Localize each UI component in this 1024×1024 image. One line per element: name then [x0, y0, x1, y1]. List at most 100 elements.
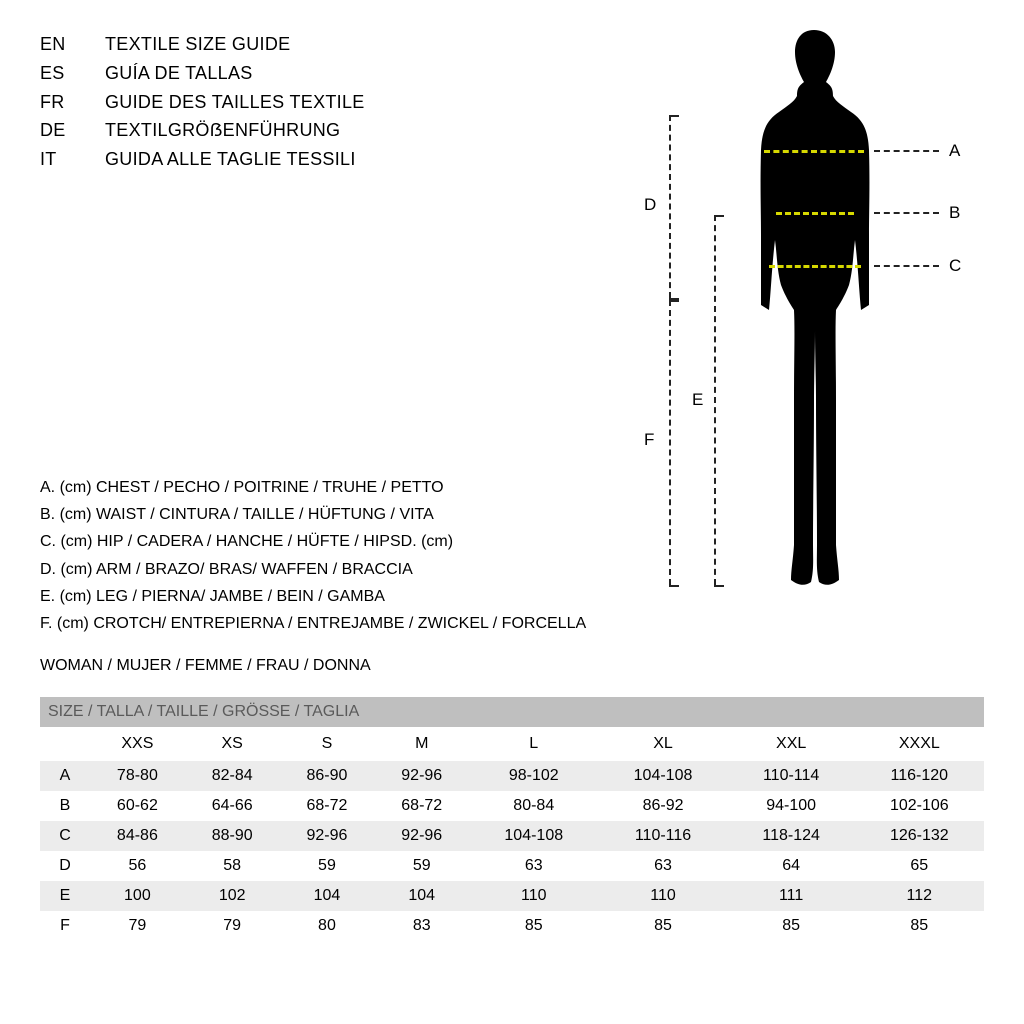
label-f: F [644, 430, 654, 450]
table-cell: 59 [280, 851, 375, 881]
table-cell: 110-116 [598, 821, 727, 851]
table-cell: 110-114 [728, 761, 855, 791]
col-head: L [469, 727, 598, 761]
label-c: C [949, 256, 961, 276]
table-cell: 63 [598, 851, 727, 881]
col-head: XS [185, 727, 280, 761]
table-cell: 85 [855, 911, 984, 941]
waist-line [776, 212, 854, 215]
f-tick-top [669, 300, 679, 302]
table-cell: 104 [280, 881, 375, 911]
table-cell: 92-96 [374, 761, 469, 791]
table-row: F7979808385858585 [40, 911, 984, 941]
table-cell: E [40, 881, 90, 911]
table-cell: 126-132 [855, 821, 984, 851]
e-tick-top [714, 215, 724, 217]
table-cell: 68-72 [374, 791, 469, 821]
f-bracket [669, 300, 671, 585]
category-label: WOMAN / MUJER / FEMME / FRAU / DONNA [40, 657, 984, 675]
table-cell: 56 [90, 851, 185, 881]
col-head: XXL [728, 727, 855, 761]
lang-code: DE [40, 116, 105, 145]
lang-code: IT [40, 145, 105, 174]
figure-diagram: A B C D E F [564, 30, 984, 600]
label-leader-b [874, 212, 939, 214]
table-head-row: XXS XS S M L XL XXL XXXL [40, 727, 984, 761]
table-cell: 78-80 [90, 761, 185, 791]
table-cell: 65 [855, 851, 984, 881]
table-cell: 111 [728, 881, 855, 911]
table-cell: 102-106 [855, 791, 984, 821]
table-cell: 118-124 [728, 821, 855, 851]
table-cell: 116-120 [855, 761, 984, 791]
table-cell: 100 [90, 881, 185, 911]
table-cell: 63 [469, 851, 598, 881]
table-row: A78-8082-8486-9092-9698-102104-108110-11… [40, 761, 984, 791]
d-tick-top [669, 115, 679, 117]
hip-line [769, 265, 861, 268]
table-cell: 68-72 [280, 791, 375, 821]
table-cell: 86-90 [280, 761, 375, 791]
col-head: XL [598, 727, 727, 761]
label-d: D [644, 195, 656, 215]
table-row: D5658595963636465 [40, 851, 984, 881]
table-cell: F [40, 911, 90, 941]
table-cell: 92-96 [374, 821, 469, 851]
table-cell: 85 [469, 911, 598, 941]
table-cell: 110 [598, 881, 727, 911]
table-cell: 60-62 [90, 791, 185, 821]
table-cell: B [40, 791, 90, 821]
table-cell: 64 [728, 851, 855, 881]
size-table: SIZE / TALLA / TAILLE / GRÖSSE / TAGLIA … [40, 697, 984, 941]
d-bracket [669, 115, 671, 298]
table-cell: 58 [185, 851, 280, 881]
table-cell: C [40, 821, 90, 851]
lang-code: ES [40, 59, 105, 88]
table-cell: 80-84 [469, 791, 598, 821]
table-cell: 92-96 [280, 821, 375, 851]
label-leader-a [874, 150, 939, 152]
table-cell: 83 [374, 911, 469, 941]
table-cell: 112 [855, 881, 984, 911]
table-cell: 104 [374, 881, 469, 911]
table-body: A78-8082-8486-9092-9698-102104-108110-11… [40, 761, 984, 941]
table-cell: 79 [90, 911, 185, 941]
table-cell: 102 [185, 881, 280, 911]
table-row: B60-6264-6668-7268-7280-8486-9294-100102… [40, 791, 984, 821]
table-cell: D [40, 851, 90, 881]
table-cell: 84-86 [90, 821, 185, 851]
table-cell: 88-90 [185, 821, 280, 851]
table-cell: 104-108 [598, 761, 727, 791]
table-cell: A [40, 761, 90, 791]
lang-code: EN [40, 30, 105, 59]
table-row: C84-8688-9092-9692-96104-108110-116118-1… [40, 821, 984, 851]
table-cell: 80 [280, 911, 375, 941]
table-row: E100102104104110110111112 [40, 881, 984, 911]
col-head: XXS [90, 727, 185, 761]
table-header-bar: SIZE / TALLA / TAILLE / GRÖSSE / TAGLIA [40, 697, 984, 727]
e-bracket [714, 215, 716, 585]
lang-code: FR [40, 88, 105, 117]
table-cell: 85 [598, 911, 727, 941]
table-cell: 86-92 [598, 791, 727, 821]
table-cell: 110 [469, 881, 598, 911]
table-cell: 85 [728, 911, 855, 941]
chest-line [764, 150, 864, 153]
label-leader-c [874, 265, 939, 267]
table-cell: 59 [374, 851, 469, 881]
table-cell: 94-100 [728, 791, 855, 821]
label-b: B [949, 203, 960, 223]
col-head: M [374, 727, 469, 761]
table-cell: 82-84 [185, 761, 280, 791]
col-head: S [280, 727, 375, 761]
table-cell: 64-66 [185, 791, 280, 821]
col-head [40, 727, 90, 761]
f-tick-bottom [669, 585, 679, 587]
measurement-legend-item: F. (cm) CROTCH/ ENTREPIERNA / ENTREJAMBE… [40, 610, 984, 637]
table-cell: 104-108 [469, 821, 598, 851]
col-head: XXXL [855, 727, 984, 761]
table-cell: 98-102 [469, 761, 598, 791]
body-silhouette-icon [739, 30, 889, 600]
table-cell: 79 [185, 911, 280, 941]
size-data-table: XXS XS S M L XL XXL XXXL A78-8082-8486-9… [40, 727, 984, 941]
